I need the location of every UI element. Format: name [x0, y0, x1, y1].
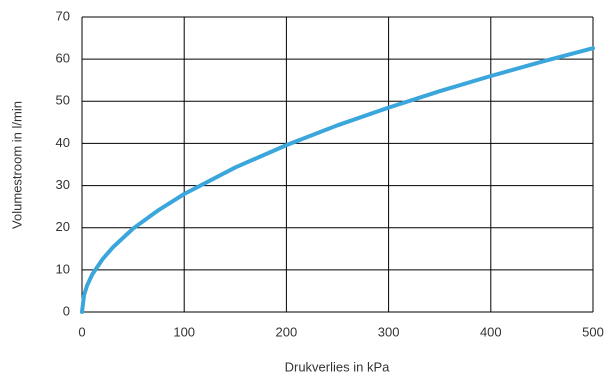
y-tick-label: 0 [63, 303, 70, 318]
x-tick-label: 0 [78, 324, 85, 339]
x-axis-label: Drukverlies in kPa [285, 359, 391, 374]
y-tick-label: 20 [56, 219, 70, 234]
y-tick-label: 30 [56, 177, 70, 192]
y-tick-label: 70 [56, 8, 70, 23]
x-tick-label: 300 [378, 324, 400, 339]
data-line [80, 46, 595, 314]
y-tick-label: 10 [56, 261, 70, 276]
y-tick-label: 60 [56, 51, 70, 66]
x-tick-label: 200 [276, 324, 298, 339]
x-tick-label: 500 [582, 324, 604, 339]
y-tick-label: 40 [56, 135, 70, 150]
x-tick-label: 100 [173, 324, 195, 339]
y-axis-label: Volumestroom in l/min [9, 101, 24, 229]
x-tick-label: 400 [480, 324, 502, 339]
y-tick-label: 50 [56, 93, 70, 108]
